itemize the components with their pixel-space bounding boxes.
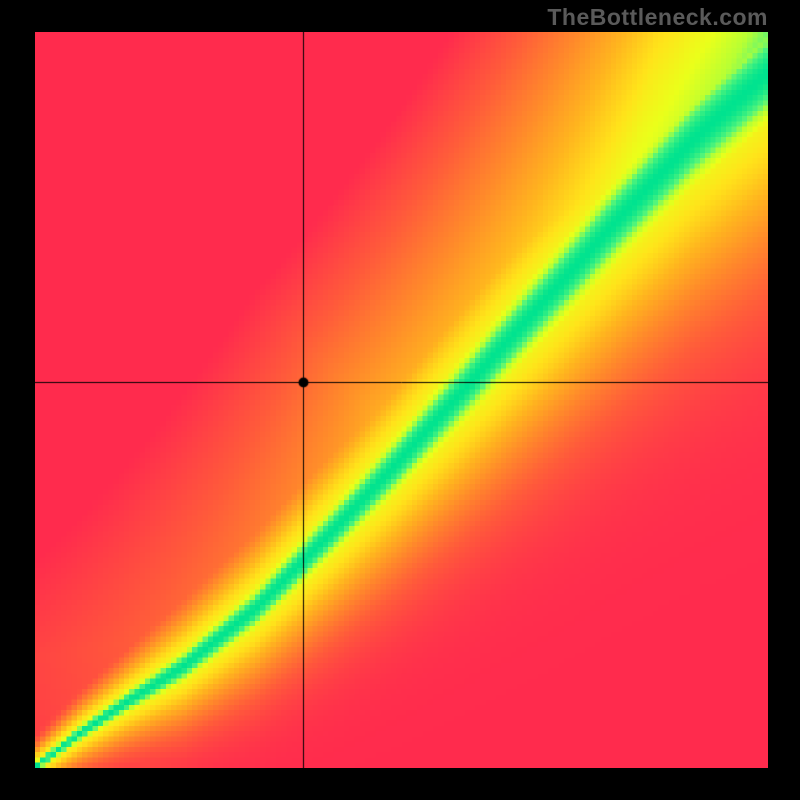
chart-container: TheBottleneck.com [0, 0, 800, 800]
crosshair-overlay [35, 32, 768, 768]
watermark-text: TheBottleneck.com [547, 4, 768, 31]
